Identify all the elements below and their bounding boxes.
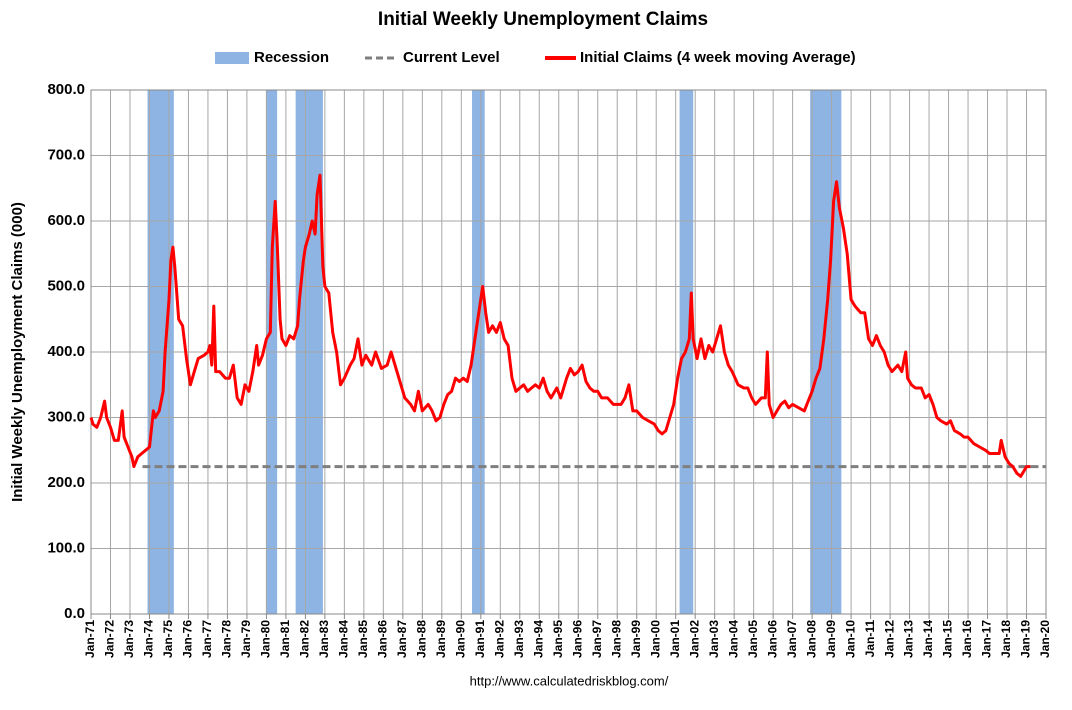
x-tick-label: Jan-96 [570,620,584,658]
x-tick-label: Jan-17 [980,620,994,658]
x-tick-label: Jan-08 [804,620,818,658]
x-tick-label: Jan-07 [785,620,799,658]
legend-label: Recession [254,49,329,66]
x-tick-label: Jan-11 [863,620,877,658]
claims-line [89,173,1031,478]
x-tick-label: Jan-79 [239,620,253,658]
x-tick-label: Jan-09 [824,620,838,658]
x-tick-label: Jan-72 [103,620,117,658]
y-tick-label: 700.0 [47,146,85,163]
x-tick-label: Jan-76 [181,620,195,658]
y-tick-label: 400.0 [47,343,85,360]
x-tick-label: Jan-98 [609,620,623,658]
x-tick-label: Jan-10 [843,620,857,658]
x-tick-label: Jan-71 [83,620,97,658]
y-tick-label: 500.0 [47,277,85,294]
x-tick-label: Jan-19 [1019,620,1033,658]
x-tick-label: Jan-05 [746,620,760,658]
y-tick-label: 600.0 [47,212,85,229]
x-tick-label: Jan-20 [1038,620,1052,658]
x-tick-label: Jan-12 [882,620,896,658]
x-tick-label: Jan-81 [278,620,292,658]
x-tick-label: Jan-16 [960,620,974,658]
x-tick-label: Jan-14 [921,620,935,658]
y-tick-label: 100.0 [47,539,85,556]
x-tick-label: Jan-83 [317,620,331,658]
x-tick-label: Jan-77 [200,620,214,658]
legend-label: Current Level [403,49,500,66]
y-axis-label: Initial Weekly Unemployment Claims (000) [9,202,26,502]
y-tick-label: 300.0 [47,408,85,425]
x-tick-label: Jan-91 [473,620,487,658]
y-tick-label: 0.0 [64,605,85,622]
x-tick-label: Jan-15 [941,620,955,658]
legend-swatch [215,52,249,64]
plot-border [90,89,1047,615]
x-tick-label: Jan-87 [395,620,409,658]
x-tick-label: Jan-93 [512,620,526,658]
x-tick-label: Jan-88 [414,620,428,658]
x-tick-label: Jan-02 [687,620,701,658]
x-tick-label: Jan-97 [590,620,604,658]
x-tick-label: Jan-78 [220,620,234,658]
y-tick-label: 200.0 [47,474,85,491]
x-tick-label: Jan-84 [337,620,351,658]
x-tick-label: Jan-86 [376,620,390,658]
x-tick-label: Jan-95 [551,620,565,658]
x-tick-label: Jan-80 [259,620,273,658]
x-tick-label: Jan-73 [122,620,136,658]
x-tick-label: Jan-99 [629,620,643,658]
legend-label: Initial Claims (4 week moving Average) [580,49,856,66]
x-tick-label: Jan-85 [356,620,370,658]
x-tick-label: Jan-00 [648,620,662,658]
x-tick-label: Jan-18 [999,620,1013,658]
chart-title: Initial Weekly Unemployment Claims [378,9,708,30]
x-tick-label: Jan-90 [453,620,467,658]
x-tick-label: Jan-74 [142,620,156,658]
x-tick-label: Jan-13 [902,620,916,658]
x-tick-label: Jan-94 [531,620,545,658]
x-tick-label: Jan-06 [765,620,779,658]
source-note: http://www.calculatedriskblog.com/ [470,673,669,688]
y-tick-label: 800.0 [47,81,85,98]
x-tick-label: Jan-01 [668,620,682,658]
x-tick-label: Jan-04 [726,620,740,658]
x-tick-label: Jan-92 [492,620,506,658]
x-tick-label: Jan-03 [707,620,721,658]
x-tick-label: Jan-75 [161,620,175,658]
x-tick-label: Jan-82 [298,620,312,658]
x-tick-label: Jan-89 [434,620,448,658]
